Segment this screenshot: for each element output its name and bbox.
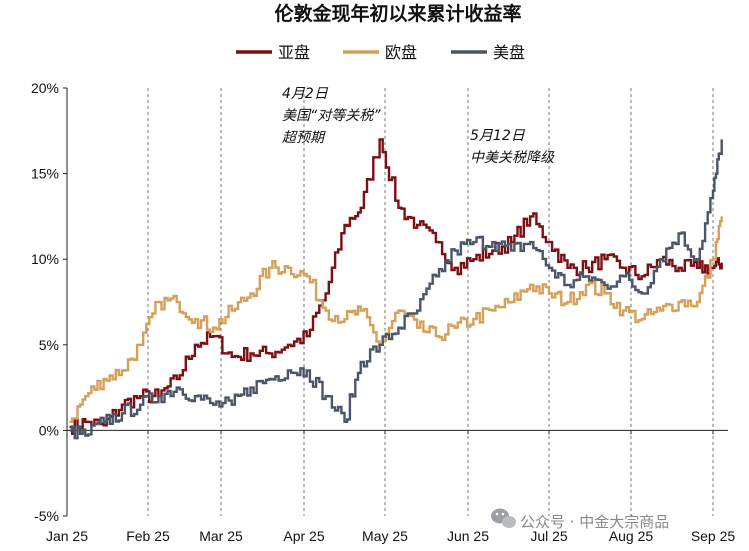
x-tick-label: Sep 25 [691,528,736,544]
series-line-3 [69,139,723,440]
chart-title: 伦敦金现年初以来累计收益率 [274,2,521,25]
y-tick-label: 10% [31,251,59,267]
legend-item-1: 亚盘 [236,43,310,62]
annotation-line: 美国“对等关税” [282,108,381,124]
legend-label: 亚盘 [278,43,310,62]
watermark-text: 公众号 · 中金大宗商品 [520,513,669,531]
x-tick-label: Apr 25 [283,528,324,544]
axes: 20% 15% 10% 5% 0% -5% Jan 25 Feb 25 Mar 25 Apr 25… [31,80,735,544]
x-tick-label: Jun 25 [447,528,489,544]
legend-item-2: 欧盘 [343,43,417,62]
y-tick-label: 5% [39,337,59,353]
annotation-line: 中美关税降级 [470,150,555,166]
x-tick-label: Jan 25 [46,528,88,544]
legend-item-3: 美盘 [451,43,525,62]
x-tick-label: Feb 25 [126,528,170,544]
y-tick-label: 20% [31,80,59,96]
series-line-2 [69,216,723,423]
legend: 亚盘 欧盘 美盘 [236,43,525,62]
x-tick-label: May 25 [362,528,408,544]
y-tick-label: 15% [31,166,59,182]
x-tick-label: Mar 25 [199,528,243,544]
x-tick-label: Aug 25 [609,528,654,544]
y-tick-label: 0% [39,422,59,438]
legend-label: 欧盘 [385,43,417,62]
annotation-line: 4月2日 [282,86,329,102]
x-tick-label: Jul 25 [530,528,568,544]
annotation-line: 5月12日 [470,128,526,144]
annotation-line: 超预期 [282,130,326,146]
grid-lines [147,88,714,516]
series-line-1 [69,138,723,435]
wechat-icon [491,508,516,528]
y-tick-label: -5% [34,508,59,524]
series-lines [69,138,723,440]
watermark: 公众号 · 中金大宗商品 [491,508,669,531]
legend-label: 美盘 [493,43,525,62]
